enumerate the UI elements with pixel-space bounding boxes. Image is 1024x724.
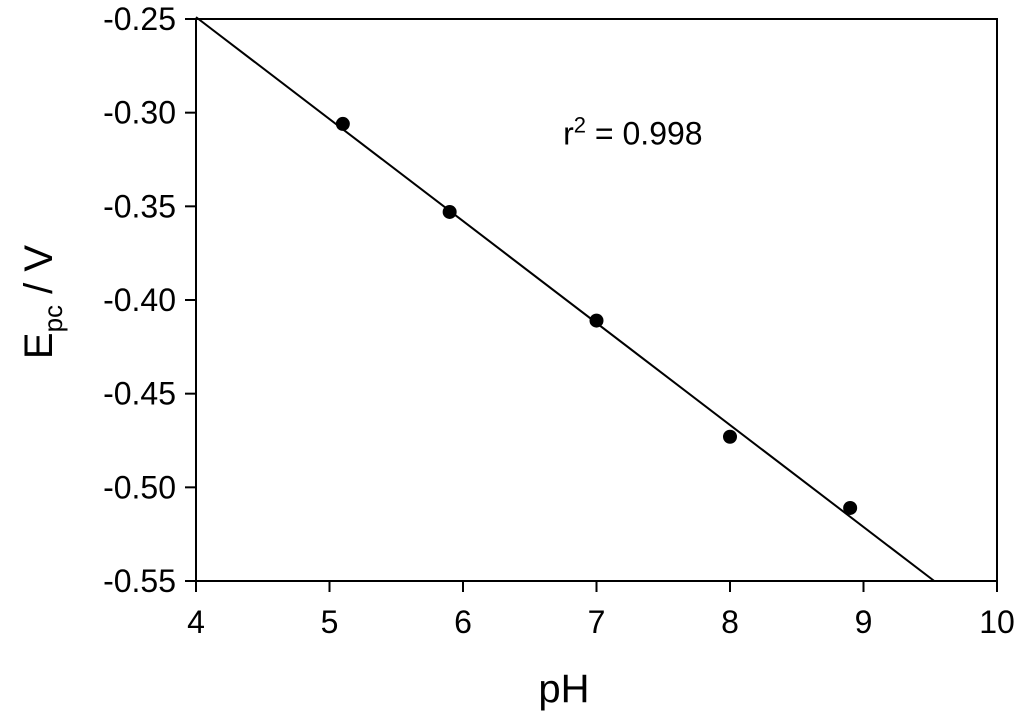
x-tick-label: 8 xyxy=(721,604,739,640)
fit-line-layer xyxy=(195,16,935,582)
r-squared-base: r xyxy=(563,116,574,152)
data-points-layer xyxy=(335,116,858,515)
y-tick-label: -0.45 xyxy=(103,376,176,412)
x-tick-label: 6 xyxy=(454,604,472,640)
x-tick-label: 7 xyxy=(588,604,606,640)
r-squared-annotation: r2 = 0.998 xyxy=(563,113,702,152)
y-tick-label: -0.50 xyxy=(103,469,176,505)
y-tick-label: -0.35 xyxy=(103,188,176,224)
x-tick-label: 9 xyxy=(855,604,873,640)
r-squared-superscript: 2 xyxy=(574,113,586,138)
x-tick-label: 5 xyxy=(321,604,339,640)
y-tick-label: -0.40 xyxy=(103,282,176,318)
data-point xyxy=(589,313,604,328)
x-axis-title: pH xyxy=(538,667,589,711)
regression-line xyxy=(195,16,935,582)
data-point xyxy=(442,204,457,219)
r-squared-value: = 0.998 xyxy=(586,116,703,152)
x-tick-label: 10 xyxy=(979,604,1015,640)
y-tick-label: -0.55 xyxy=(103,563,176,599)
y-axis-title-suffix: / V xyxy=(17,245,61,305)
y-axis-title-subscript: pc xyxy=(38,305,68,332)
data-point xyxy=(723,429,737,444)
y-tick-label: -0.30 xyxy=(103,95,176,131)
x-tick-label: 4 xyxy=(187,604,205,640)
y-tick-label: -0.25 xyxy=(103,1,176,37)
data-point xyxy=(843,500,858,515)
y-axis-title: Epc / V xyxy=(17,245,68,359)
data-point xyxy=(335,116,350,131)
y-axis-title-main: E xyxy=(17,332,61,359)
axes-layer: 4 5 6 7 8 9 10 -0.25 -0.30 -0.35 -0.40 -0.45 -0.50 -0… xyxy=(103,1,1015,640)
plot-frame xyxy=(195,18,998,582)
